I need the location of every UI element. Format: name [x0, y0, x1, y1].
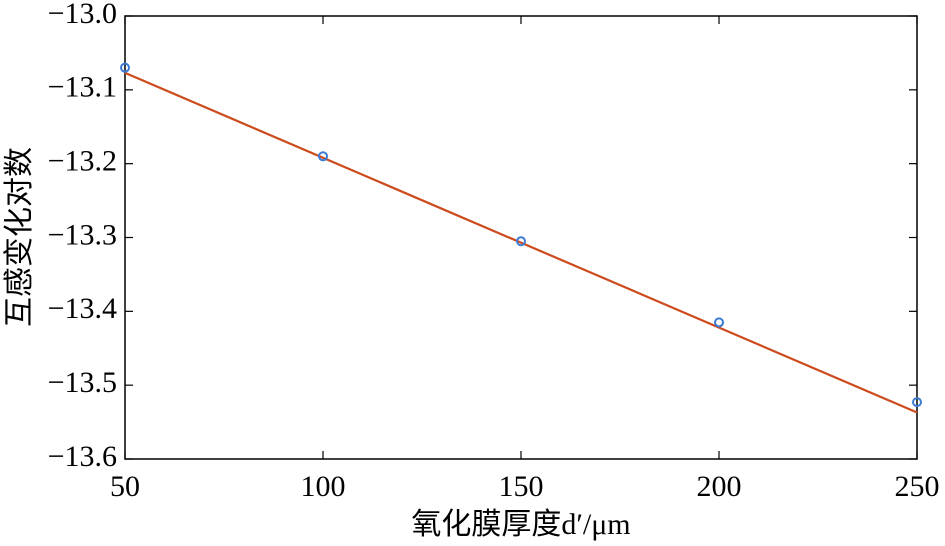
- y-axis-label: 互感变化对数: [3, 147, 36, 327]
- fit-line: [124, 71, 918, 414]
- x-tick-label: 250: [895, 470, 940, 503]
- y-tick-label: −13.1: [48, 71, 117, 104]
- x-tick-label: 200: [697, 470, 742, 503]
- data-point: [714, 317, 724, 328]
- y-tick-label: −13.6: [48, 440, 117, 473]
- y-tick-label: −13.5: [48, 366, 117, 399]
- x-tick-label: 100: [301, 470, 346, 503]
- x-axis-label: 氧化膜厚度d′/μm: [411, 508, 630, 541]
- data-point: [318, 151, 328, 162]
- y-tick-label: −13.3: [48, 218, 117, 251]
- y-tick-label: −13.4: [48, 292, 117, 325]
- x-tick-label: 50: [110, 470, 140, 503]
- data-point: [912, 397, 922, 408]
- x-tick-label: 150: [499, 470, 544, 503]
- data-point: [516, 236, 526, 247]
- y-tick-label: −13.0: [48, 0, 117, 30]
- data-point: [120, 62, 130, 73]
- y-tick-label: −13.2: [48, 145, 117, 178]
